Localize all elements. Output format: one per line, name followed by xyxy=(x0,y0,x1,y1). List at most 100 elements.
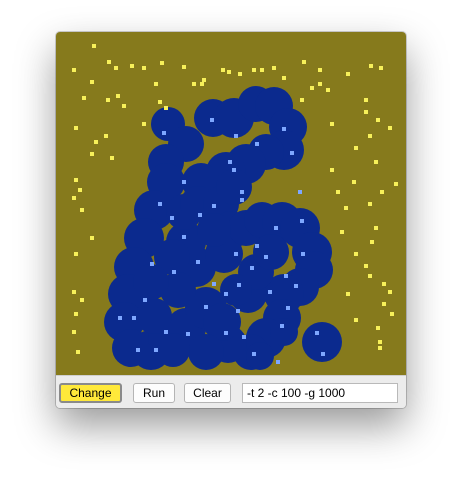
outer-particle xyxy=(221,68,225,72)
outer-particle xyxy=(74,312,78,316)
inner-particle xyxy=(242,335,246,339)
outer-particles xyxy=(72,44,398,354)
outer-particle xyxy=(72,290,76,294)
outer-particle xyxy=(318,68,322,72)
outer-particle xyxy=(142,66,146,70)
outer-particle xyxy=(394,182,398,186)
outer-particle xyxy=(378,346,382,350)
inner-particle xyxy=(182,235,186,239)
simulation-canvas[interactable] xyxy=(56,32,406,375)
inner-particle xyxy=(236,309,240,313)
outer-particle xyxy=(238,72,242,76)
outer-particle xyxy=(122,104,126,108)
inner-particle xyxy=(196,260,200,264)
change-button[interactable]: Change xyxy=(59,383,122,403)
outer-particle xyxy=(90,152,94,156)
inner-particle xyxy=(234,134,238,138)
outer-particle xyxy=(107,60,111,64)
inner-particle xyxy=(182,180,186,184)
outer-particle xyxy=(200,82,204,86)
outer-particle xyxy=(252,68,256,72)
blob-circle xyxy=(197,213,231,247)
inner-particle xyxy=(255,142,259,146)
inner-particle xyxy=(315,331,319,335)
arguments-input[interactable] xyxy=(242,383,398,403)
inner-particle xyxy=(252,352,256,356)
toolbar: Change Run Clear xyxy=(56,375,406,408)
outer-particle xyxy=(202,78,206,82)
blob-circle xyxy=(216,169,252,205)
blob-circle xyxy=(270,318,298,346)
outer-particle xyxy=(370,240,374,244)
inner-particle xyxy=(224,292,228,296)
blob-circle xyxy=(253,234,289,270)
blob-circle xyxy=(203,303,241,341)
outer-particle xyxy=(369,64,373,68)
outer-particle xyxy=(382,302,386,306)
inner-particle xyxy=(298,190,302,194)
clear-button[interactable]: Clear xyxy=(184,383,231,403)
outer-particle xyxy=(282,76,286,80)
blob-circle xyxy=(160,272,196,308)
blob-circle xyxy=(220,274,252,306)
blob-circle xyxy=(156,333,190,367)
outer-particle xyxy=(110,156,114,160)
outer-particle xyxy=(310,86,314,90)
outer-particle xyxy=(330,122,334,126)
outer-particle xyxy=(368,134,372,138)
inner-particle xyxy=(276,360,280,364)
cluster-blobs xyxy=(104,86,342,370)
outer-particle xyxy=(72,196,76,200)
blob-circle xyxy=(136,298,172,334)
inner-particle xyxy=(172,270,176,274)
outer-particle xyxy=(364,98,368,102)
inner-particle xyxy=(250,266,254,270)
outer-particle xyxy=(164,106,168,110)
outer-particle xyxy=(130,64,134,68)
inner-particle xyxy=(170,216,174,220)
outer-particle xyxy=(142,122,146,126)
outer-particle xyxy=(302,60,306,64)
simulation-svg[interactable] xyxy=(56,32,406,375)
inner-particle xyxy=(290,151,294,155)
inner-particle xyxy=(294,284,298,288)
outer-particle xyxy=(82,96,86,100)
outer-particle xyxy=(390,312,394,316)
inner-particle xyxy=(286,306,290,310)
inner-particle xyxy=(136,348,140,352)
outer-particle xyxy=(106,98,110,102)
outer-particle xyxy=(344,206,348,210)
inner-particle xyxy=(186,332,190,336)
outer-particle xyxy=(368,274,372,278)
inner-particle xyxy=(118,316,122,320)
outer-particle xyxy=(354,146,358,150)
outer-particle xyxy=(90,236,94,240)
blob-circle xyxy=(246,342,274,370)
inner-particle xyxy=(234,252,238,256)
run-button[interactable]: Run xyxy=(133,383,175,403)
outer-particle xyxy=(260,68,264,72)
outer-particle xyxy=(104,134,108,138)
outer-particle xyxy=(374,226,378,230)
inner-particle xyxy=(212,204,216,208)
inner-particle xyxy=(255,244,259,248)
outer-particle xyxy=(192,82,196,86)
inner-particle xyxy=(300,219,304,223)
outer-particle xyxy=(368,202,372,206)
outer-particle xyxy=(352,180,356,184)
inner-particle xyxy=(162,131,166,135)
inner-particle xyxy=(150,262,154,266)
outer-particle xyxy=(336,190,340,194)
inner-particle xyxy=(321,352,325,356)
blob-circle xyxy=(154,239,190,275)
outer-particle xyxy=(154,82,158,86)
app-window: Change Run Clear xyxy=(56,32,406,408)
outer-particle xyxy=(80,208,84,212)
outer-particle xyxy=(330,168,334,172)
outer-particle xyxy=(300,98,304,102)
blob-circle xyxy=(302,322,342,362)
inner-particle xyxy=(228,160,232,164)
inner-particle xyxy=(198,213,202,217)
outer-particle xyxy=(354,318,358,322)
inner-particle xyxy=(282,127,286,131)
